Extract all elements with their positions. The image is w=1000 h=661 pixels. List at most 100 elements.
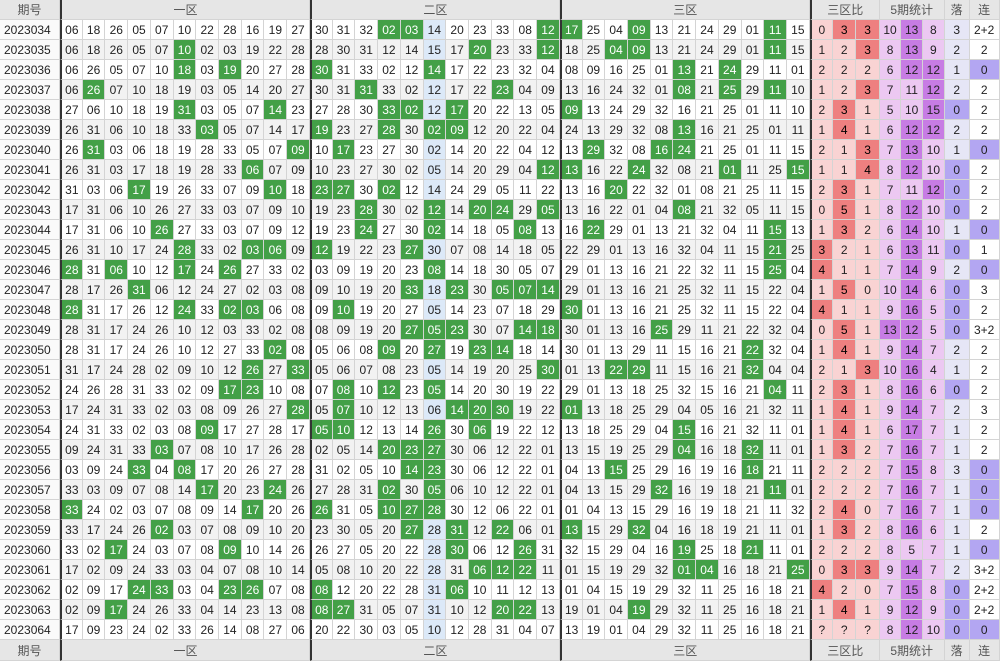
ball-cell: 32 (764, 400, 787, 420)
hit-ball: 13 (673, 60, 697, 80)
ball-cell: 12 (537, 140, 560, 160)
hit-ball: 30 (559, 300, 583, 320)
ball-cell: 12 (378, 400, 401, 420)
ball-cell: 22 (264, 40, 288, 60)
ball-cell: 28 (196, 140, 220, 160)
ball-cell: 02 (264, 320, 288, 340)
stat-cell: 6 (923, 380, 945, 400)
hit-ball: 03 (196, 120, 220, 140)
ball-cell: 23 (105, 620, 129, 640)
ratio-cell: 0 (809, 20, 834, 40)
ball-cell: 32 (673, 380, 697, 400)
ball-cell: 11 (764, 420, 787, 440)
ball-cell: 29 (605, 120, 628, 140)
ball-cell: 17 (446, 40, 469, 60)
ball-cell: 05 (491, 180, 515, 200)
hit-ball: 14 (514, 320, 538, 340)
hit-ball: 20 (491, 600, 515, 620)
ball-cell: 14 (446, 200, 469, 220)
hit-ball: 25 (650, 320, 674, 340)
ball-cell: 11 (764, 200, 787, 220)
ball-cell: 13 (787, 220, 810, 240)
ratio-cell: 1 (833, 140, 857, 160)
ball-cell: 13 (605, 300, 628, 320)
ball-cell: 20 (219, 480, 242, 500)
ball-cell: 19 (605, 440, 628, 460)
ball-cell: 07 (128, 480, 151, 500)
stat-cell: 9 (879, 560, 902, 580)
hit-ball: 23 (491, 80, 515, 100)
hit-ball: 23 (446, 280, 469, 300)
ball-cell: 30 (423, 240, 447, 260)
ball-cell: 15 (605, 580, 628, 600)
ball-cell: 19 (332, 240, 356, 260)
ratio-cell: 1 (833, 260, 857, 280)
ball-cell: 26 (150, 340, 174, 360)
ball-cell: 26 (196, 620, 220, 640)
ball-cell: 26 (60, 160, 83, 180)
ball-cell: 08 (173, 500, 197, 520)
ball-cell: 27 (378, 140, 401, 160)
ball-cell: 17 (60, 200, 83, 220)
ratio-cell: 1 (809, 420, 834, 440)
ball-cell: 32 (514, 60, 538, 80)
ball-cell: 24 (82, 500, 106, 520)
ball-cell: 20 (355, 580, 379, 600)
ball-cell: 13 (400, 400, 424, 420)
ball-cell: 29 (650, 580, 674, 600)
hit-ball: 13 (559, 520, 583, 540)
hit-ball: 07 (514, 280, 538, 300)
ball-cell: 04 (196, 580, 220, 600)
streak-cell: 2 (969, 180, 1000, 200)
ball-cell: 16 (741, 620, 765, 640)
ball-cell: 21 (741, 380, 765, 400)
ball-cell: 16 (650, 540, 674, 560)
ball-cell: 28 (423, 560, 447, 580)
ball-cell: 04 (514, 620, 538, 640)
ball-cell: 10 (355, 380, 379, 400)
ball-cell: 13 (650, 20, 674, 40)
ball-cell: 17 (60, 620, 83, 640)
ball-cell: 10 (219, 440, 242, 460)
ball-cell: 30 (355, 180, 379, 200)
ball-cell: 16 (559, 220, 583, 240)
ball-cell: 24 (105, 460, 129, 480)
stat-cell: 7 (923, 540, 945, 560)
stat-cell: 8 (879, 200, 902, 220)
ball-cell: 04 (650, 420, 674, 440)
ball-cell: 03 (196, 80, 220, 100)
fall-cell: 0 (944, 600, 970, 620)
ball-cell: 33 (173, 120, 197, 140)
hit-ball: 22 (514, 560, 538, 580)
ball-cell: 21 (764, 560, 787, 580)
stat-cell: 6 (923, 520, 945, 540)
hit-ball: 20 (468, 400, 492, 420)
ball-cell: 16 (696, 120, 719, 140)
hit-ball: 27 (332, 180, 356, 200)
ball-cell: 06 (514, 520, 538, 540)
ball-cell: 19 (491, 420, 515, 440)
streak-cell: 0 (969, 220, 1000, 240)
ball-cell: 23 (400, 360, 424, 380)
ball-cell: 25 (718, 140, 742, 160)
ball-cell: 04 (196, 560, 220, 580)
ball-cell: 07 (355, 360, 379, 380)
ball-cell: 02 (150, 620, 174, 640)
ball-cell: 18 (468, 220, 492, 240)
ball-cell: 08 (241, 620, 265, 640)
ball-cell: 03 (150, 420, 174, 440)
ball-cell: 06 (491, 500, 515, 520)
ball-cell: 12 (196, 340, 220, 360)
hit-ball: 12 (378, 380, 401, 400)
ball-cell: 29 (650, 600, 674, 620)
hit-ball: 06 (446, 580, 469, 600)
hit-ball: 17 (173, 260, 197, 280)
ball-cell: 03 (264, 280, 288, 300)
stat-cell: 16 (901, 480, 924, 500)
ball-cell: 29 (559, 380, 583, 400)
hit-ball: 20 (605, 180, 628, 200)
ball-cell: 32 (673, 240, 697, 260)
ball-cell: 22 (355, 240, 379, 260)
ball-cell: 33 (196, 220, 220, 240)
streak-cell: 3+2 (969, 560, 1000, 580)
